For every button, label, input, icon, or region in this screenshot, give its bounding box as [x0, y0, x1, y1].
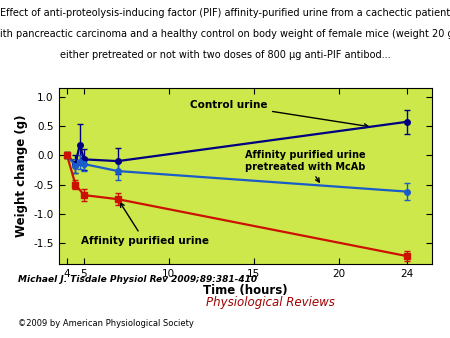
- Text: Affinity purified urine
pretreated with McAb: Affinity purified urine pretreated with …: [245, 150, 366, 182]
- Y-axis label: Weight change (g): Weight change (g): [15, 115, 28, 237]
- Text: Affinity purified urine: Affinity purified urine: [81, 203, 208, 246]
- Text: Michael J. Tisdale Physiol Rev 2009;89:381-410: Michael J. Tisdale Physiol Rev 2009;89:3…: [18, 275, 257, 285]
- Text: with pancreactic carcinoma and a healthy control on body weight of female mice (: with pancreactic carcinoma and a healthy…: [0, 29, 450, 40]
- Text: Control urine: Control urine: [189, 100, 368, 128]
- Text: ©2009 by American Physiological Society: ©2009 by American Physiological Society: [18, 319, 194, 329]
- Text: Physiological Reviews: Physiological Reviews: [206, 296, 334, 309]
- Text: Effect of anti-proteolysis-inducing factor (PIF) affinity-purified urine from a : Effect of anti-proteolysis-inducing fact…: [0, 8, 450, 19]
- X-axis label: Time (hours): Time (hours): [203, 284, 288, 297]
- Text: either pretreated or not with two doses of 800 μg anti-PIF antibod...: either pretreated or not with two doses …: [60, 50, 390, 61]
